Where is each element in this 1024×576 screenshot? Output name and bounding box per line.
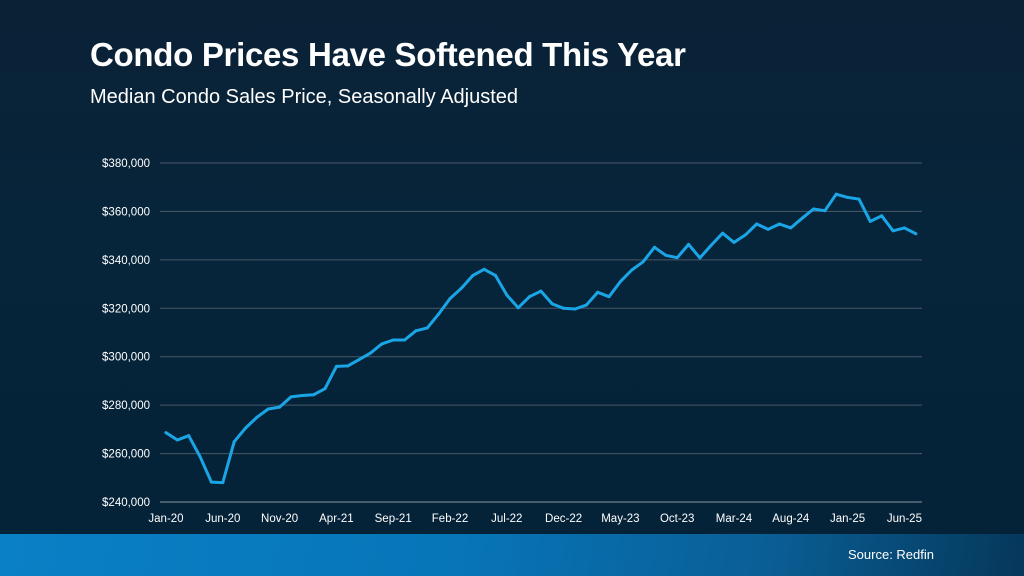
data-point [868, 219, 872, 223]
x-tick-label: Oct-23 [660, 513, 695, 525]
data-point [846, 195, 850, 199]
data-point [505, 293, 509, 297]
data-point [607, 295, 611, 299]
data-point [573, 307, 577, 311]
x-tick-label: Feb-22 [432, 513, 468, 525]
x-tick-label: Jul-22 [491, 513, 522, 525]
y-axis: $240,000 $260,000 $280,000 $300,000 $320,000… [102, 158, 150, 509]
data-point [834, 192, 838, 196]
data-point [334, 364, 338, 368]
data-point [289, 395, 293, 399]
data-point [675, 256, 679, 260]
data-point [255, 415, 259, 419]
x-tick-label: Jan-20 [148, 513, 183, 525]
data-point [198, 455, 202, 459]
data-point [641, 260, 645, 264]
data-point [777, 222, 781, 226]
data-point [346, 364, 350, 368]
y-tick-label: $240,000 [102, 497, 150, 509]
data-point [800, 216, 804, 220]
data-point [618, 280, 622, 284]
data-point [175, 438, 179, 442]
data-point [266, 407, 270, 411]
data-point [732, 240, 736, 244]
x-tick-label: Jun-20 [205, 513, 240, 525]
data-point [721, 231, 725, 235]
data-point [312, 393, 316, 397]
footer-bar: Source: Redfin [0, 534, 1024, 576]
y-tick-label: $380,000 [102, 158, 150, 170]
data-point [880, 214, 884, 218]
x-tick-label: Jun-25 [887, 513, 922, 525]
data-point [380, 342, 384, 346]
data-point [221, 481, 225, 485]
data-point [493, 273, 497, 277]
data-point [368, 351, 372, 355]
data-point [743, 233, 747, 237]
y-tick-label: $320,000 [102, 303, 150, 315]
data-point [687, 242, 691, 246]
y-tick-label: $360,000 [102, 206, 150, 218]
data-point [403, 338, 407, 342]
data-point [539, 289, 543, 293]
data-point [437, 312, 441, 316]
data-point [891, 229, 895, 233]
data-point [823, 209, 827, 213]
x-axis: Jan-20 Jun-20 Nov-20 Apr-21 Sep-21 Feb-22 Jul-… [148, 513, 922, 525]
gridlines [160, 162, 922, 503]
series [164, 192, 918, 485]
y-tick-label: $300,000 [102, 352, 150, 364]
data-point [300, 393, 304, 397]
data-point [902, 226, 906, 230]
x-tick-label: Mar-24 [716, 513, 753, 525]
data-point [357, 358, 361, 362]
x-tick-label: Jan-25 [830, 513, 865, 525]
data-point [471, 274, 475, 278]
data-point [766, 227, 770, 231]
data-point [596, 290, 600, 294]
x-tick-label: Aug-24 [772, 513, 810, 525]
data-point [789, 226, 793, 230]
chart-subtitle: Median Condo Sales Price, Seasonally Adj… [90, 86, 519, 108]
x-tick-label: Sep-21 [375, 513, 412, 525]
data-point [812, 207, 816, 211]
data-point [755, 222, 759, 226]
data-point [584, 303, 588, 307]
data-point [914, 232, 918, 236]
series-line [164, 192, 918, 485]
data-point [664, 253, 668, 257]
data-point [562, 306, 566, 310]
data-point [630, 268, 634, 272]
data-point [278, 405, 282, 409]
y-tick-label: $280,000 [102, 400, 150, 412]
data-point [550, 302, 554, 306]
data-point [857, 197, 861, 201]
data-point [459, 286, 463, 290]
chart-title: Condo Prices Have Softened This Year [90, 36, 686, 73]
data-point [709, 243, 713, 247]
data-point [516, 306, 520, 310]
data-point [528, 295, 532, 299]
data-point [232, 440, 236, 444]
x-tick-label: Apr-21 [319, 513, 354, 525]
data-point [698, 256, 702, 260]
data-point [482, 267, 486, 271]
data-point [391, 338, 395, 342]
x-tick-label: Dec-22 [545, 513, 582, 525]
x-tick-label: Nov-20 [261, 513, 298, 525]
data-point [414, 329, 418, 333]
source-note: Source: Redfin [848, 547, 934, 562]
data-point [244, 426, 248, 430]
x-tick-label: May-23 [601, 513, 639, 525]
data-point [164, 431, 168, 435]
data-point [209, 480, 213, 484]
data-point [187, 434, 191, 438]
y-tick-label: $260,000 [102, 449, 150, 461]
data-point [448, 297, 452, 301]
data-point [323, 387, 327, 391]
y-tick-label: $340,000 [102, 255, 150, 267]
data-point [425, 326, 429, 330]
data-point [652, 245, 656, 249]
